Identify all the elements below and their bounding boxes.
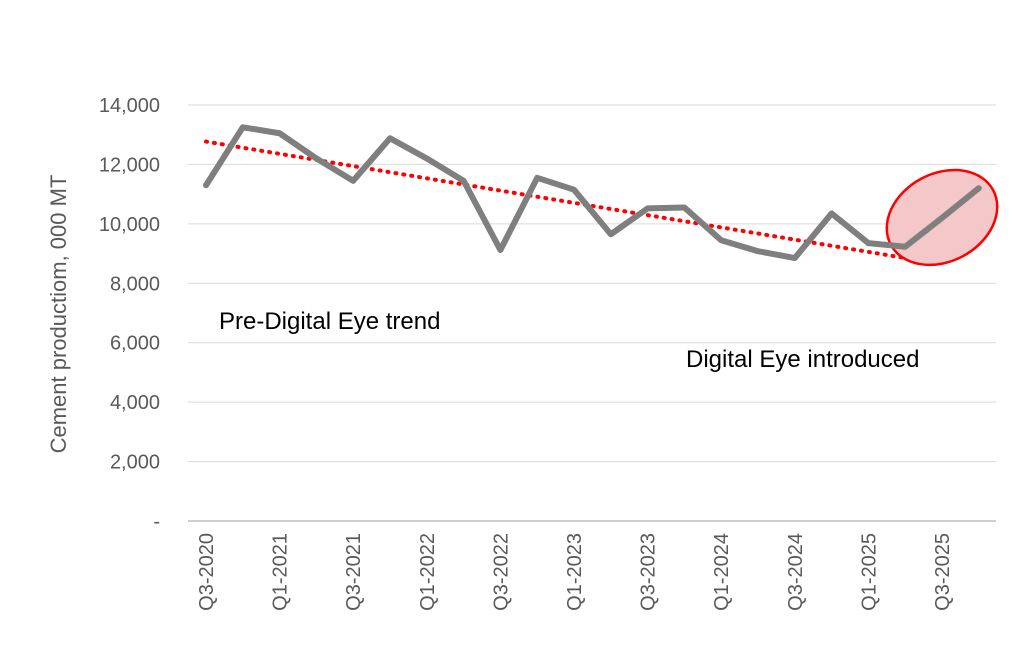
x-tick-label: Q1-2021 bbox=[270, 533, 292, 611]
annotation-digital-eye-introduced: Digital Eye introduced bbox=[686, 346, 919, 373]
y-axis-label: Cement productiom, 000 MT bbox=[46, 175, 71, 454]
y-tick-label: 14,000 bbox=[99, 95, 160, 117]
x-tick-label: Q3-2021 bbox=[343, 533, 365, 611]
y-tick-label: 12,000 bbox=[99, 154, 160, 176]
x-tick-label: Q1-2023 bbox=[564, 533, 586, 611]
x-tick-label: Q3-2022 bbox=[490, 533, 512, 611]
x-tick-label: Q1-2024 bbox=[711, 533, 733, 611]
x-tick-label: Q3-2023 bbox=[638, 533, 660, 611]
production-series-line bbox=[203, 124, 982, 262]
x-tick-label: Q3-2020 bbox=[196, 533, 218, 611]
x-axis-ticks: Q3-2020 Q1-2021 Q3-2021 Q1-2022 Q3-2022 Q1-20… bbox=[196, 533, 954, 611]
x-tick-label: Q1-2022 bbox=[417, 533, 439, 611]
y-tick-label: 6,000 bbox=[110, 333, 160, 355]
y-tick-label: 2,000 bbox=[110, 452, 160, 474]
y-tick-label: 4,000 bbox=[110, 392, 160, 414]
annotation-pre-digital-eye-trend: Pre-Digital Eye trend bbox=[219, 308, 440, 335]
y-tick-label: 10,000 bbox=[99, 214, 160, 236]
trend-line bbox=[204, 139, 908, 261]
y-axis-ticks: - 2,000 4,000 6,000 8,000 10,000 12,000 14,000 bbox=[99, 95, 160, 533]
y-tick-label: - bbox=[153, 511, 160, 533]
x-tick-label: Q1-2025 bbox=[858, 533, 880, 611]
x-tick-label: Q3-2025 bbox=[932, 533, 954, 611]
x-tick-label: Q3-2024 bbox=[785, 533, 807, 611]
y-tick-label: 8,000 bbox=[110, 273, 160, 295]
